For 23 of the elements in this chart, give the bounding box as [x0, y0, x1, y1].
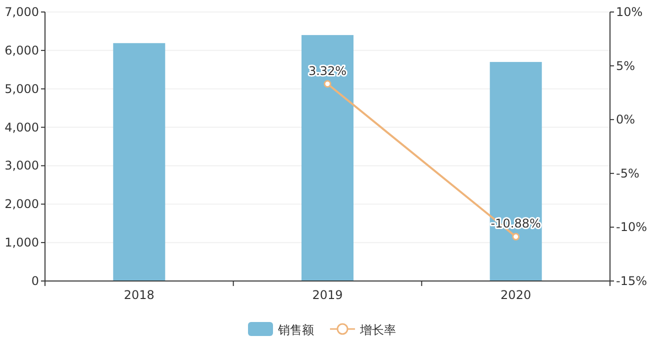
x-tick-label: 2019 [312, 288, 343, 302]
y-tick-label: 3,000 [4, 158, 39, 173]
y2-tick-label: -10% [616, 220, 648, 234]
bar [113, 43, 166, 281]
legend-label: 销售额 [277, 323, 314, 337]
x-tick-label: 2020 [500, 288, 532, 302]
bar [302, 35, 354, 281]
y-tick-label: 4,000 [4, 120, 39, 134]
y2-tick-label: -15% [616, 274, 648, 288]
y2-tick-label: 0% [616, 112, 636, 127]
data-label: 3.32% [308, 64, 347, 78]
legend-label: 增长率 [359, 323, 396, 337]
y2-tick-label: 10% [616, 5, 643, 19]
y-tick-label: 6,000 [4, 43, 39, 58]
bar [490, 62, 542, 281]
y-tick-label: 5,000 [4, 82, 39, 96]
y-tick-label: 0 [31, 274, 39, 288]
y-tick-label: 2,000 [4, 197, 39, 212]
y2-tick-label: 5% [616, 58, 636, 73]
y-tick-label: 1,000 [4, 236, 39, 250]
x-tick-label: 2018 [124, 288, 154, 302]
y2-tick-label: -5% [616, 166, 640, 180]
y-tick-label: 7,000 [4, 5, 39, 19]
